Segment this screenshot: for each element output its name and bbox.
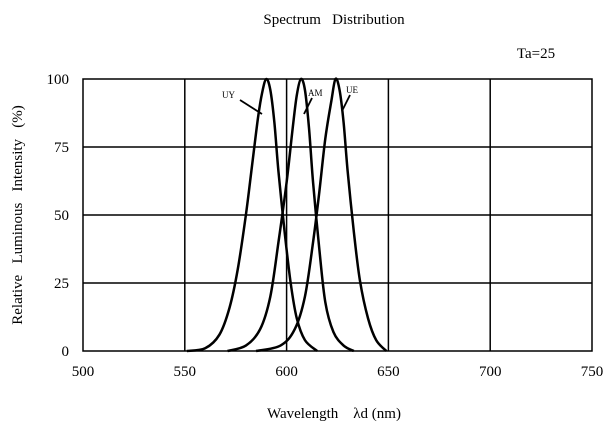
series-leader-ue [341,94,351,112]
x-tick-labels: 500 550 600 650 700 750 [72,364,604,380]
series-curve-am [227,77,355,353]
series-curve-uy [186,77,318,353]
x-tick-label: 550 [174,364,197,380]
x-tick-label: 600 [275,364,298,380]
series-leader-uy [239,99,263,115]
y-tick-labels: 0 25 50 75 100 [47,72,70,360]
x-tick-label: 650 [377,364,400,380]
y-axis-label: Relative Luminous Intensity (%) [10,105,26,325]
x-tick-label: 750 [581,364,604,380]
series-curves [186,77,388,353]
series-labels: UY AM UE [222,85,358,115]
series-leader-am [303,97,313,115]
y-tick-label: 75 [54,140,69,156]
series-curve-ue [255,77,388,353]
x-tick-label: 700 [479,364,502,380]
chart-title: Spectrum Distribution [263,12,405,28]
y-tick-label: 50 [54,208,69,224]
y-tick-label: 0 [62,344,70,360]
gridlines [83,79,592,351]
series-label-ue: UE [346,85,358,95]
series-label-am: AM [308,88,323,98]
x-axis-label: Wavelength λd (nm) [267,406,401,422]
temperature-note: Ta=25 [517,46,555,62]
series-label-uy: UY [222,90,235,100]
y-tick-label: 100 [47,72,70,88]
y-tick-label: 25 [54,276,69,292]
x-tick-label: 500 [72,364,95,380]
